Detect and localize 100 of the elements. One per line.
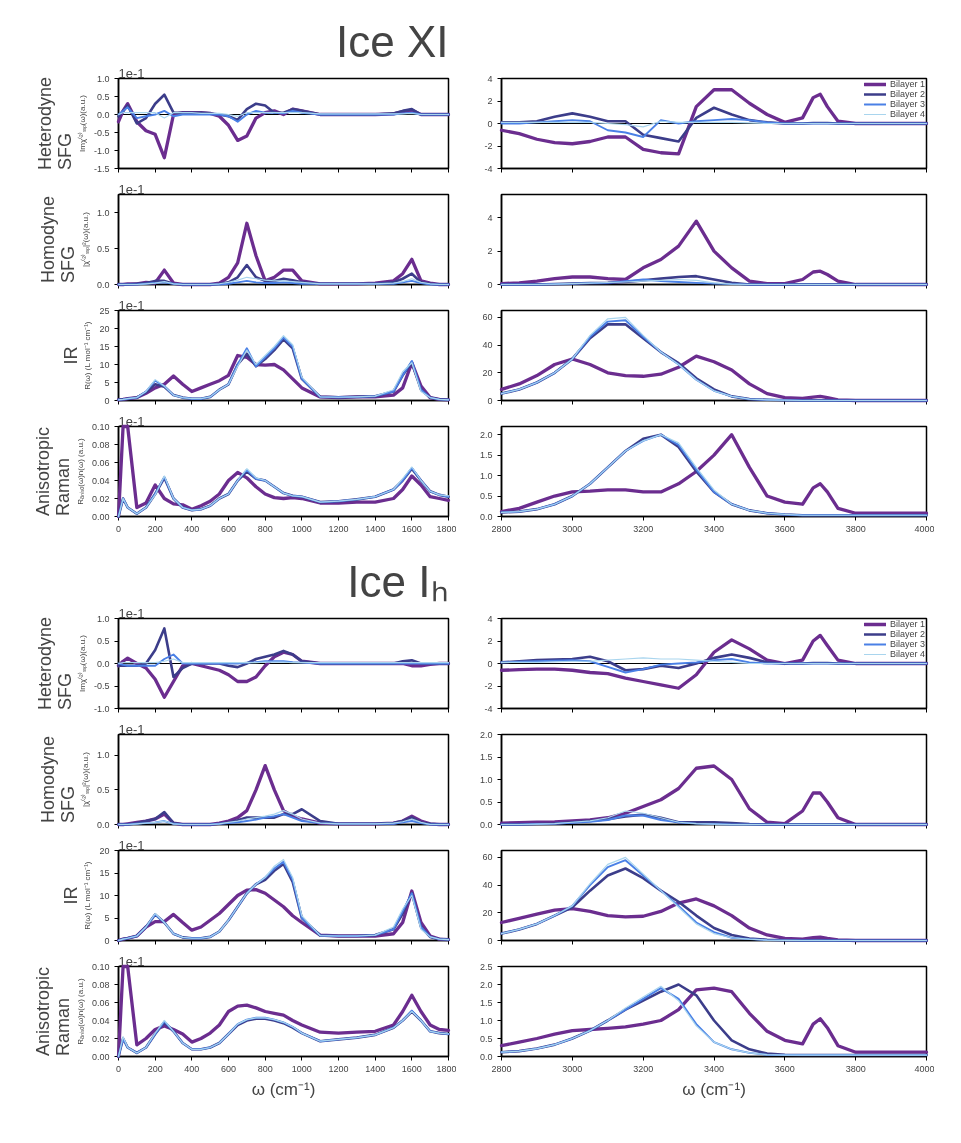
y-tick-label: -2 — [484, 141, 493, 151]
y-tick-label: 0.06 — [91, 997, 110, 1008]
y-tick-label: 0 — [487, 395, 493, 406]
y-tick-label: 0.00 — [91, 1051, 110, 1062]
y-axis-title: R(ω) (L mol⁻¹ cm⁻¹) — [83, 861, 93, 930]
y-tick-label: 5 — [104, 913, 110, 923]
y-tick-label: 60 — [482, 312, 493, 323]
y-tick-label: 2 — [487, 636, 493, 646]
y-axis-title: |χ⁽²⁾ₛₛₚ|²(ω)(a.u.) — [79, 211, 90, 267]
y-axis-title: Rₐₙᵢₛₒ(ω)n(ω) (a.u.) — [75, 437, 85, 505]
legend-label: Bilayer 3 — [889, 639, 925, 649]
y-tick-label: 0.04 — [91, 1015, 110, 1026]
y-tick-label: 0.06 — [91, 457, 110, 468]
y-tick-label: 5 — [104, 377, 110, 388]
y-tick-label: 20 — [482, 367, 493, 378]
y-axis-title: Imχ⁽²⁾ₛₛₚ(ω)(a.u.) — [76, 634, 87, 692]
text: IR — [60, 886, 81, 905]
legend-label: Bilayer 2 — [889, 89, 925, 99]
y-tick-label: 1.0 — [96, 207, 110, 218]
y-tick-label: 40 — [482, 340, 493, 351]
x-tick-label: 4000 — [914, 1063, 935, 1074]
x-tick-label: 2800 — [491, 523, 512, 534]
chart-title: Ice XI — [336, 16, 449, 66]
y-axis-title: Rₐₙᵢₛₒ(ω)n(ω) (a.u.) — [75, 977, 85, 1045]
x-tick-label: 2800 — [491, 1063, 512, 1074]
legend-label: Bilayer 3 — [889, 99, 925, 109]
y-tick-label: 4 — [487, 613, 493, 624]
y-tick-label: -4 — [484, 163, 493, 174]
x-tick-label: 600 — [220, 523, 237, 534]
y-tick-label: 0 — [487, 279, 493, 290]
y-tick-label: 0.0 — [479, 819, 493, 830]
y-tick-label: -2 — [484, 681, 493, 691]
y-tick-label: 2.0 — [479, 429, 493, 440]
x-tick-label: 1600 — [401, 523, 422, 534]
y-axis-title: R(ω) (L mol⁻¹ cm⁻¹) — [83, 321, 93, 390]
x-axis-title: ω (cm⁻¹) — [251, 1079, 316, 1099]
y-tick-label: -0.5 — [93, 127, 110, 138]
y-tick-label: 1.0 — [96, 750, 110, 761]
y-tick-label: 2.5 — [479, 961, 493, 972]
y-tick-label: 2 — [487, 96, 493, 106]
x-tick-label: 800 — [257, 1063, 273, 1074]
y-axis-title: |χ⁽²⁾ₛₛₚ|²(ω)(a.u.) — [79, 751, 90, 807]
y-tick-label: 0.5 — [479, 797, 493, 807]
y-tick-label: 0.10 — [91, 961, 110, 972]
x-tick-label: 400 — [184, 523, 200, 534]
y-tick-label: 1.0 — [479, 774, 493, 785]
x-tick-label: 3200 — [633, 1063, 654, 1074]
annotation: 1e-1 — [118, 722, 145, 737]
y-tick-label: 0 — [104, 395, 110, 406]
y-tick-label: 0.5 — [96, 636, 110, 646]
y-tick-label: 0.0 — [96, 109, 110, 120]
chart-title: Ice Iₕ — [347, 556, 449, 606]
x-tick-label: 1600 — [401, 1063, 422, 1074]
text: Anisotropic Raman — [32, 426, 73, 517]
y-tick-label: 15 — [99, 868, 110, 878]
y-tick-label: 20 — [99, 323, 110, 334]
y-tick-label: 0.0 — [96, 279, 110, 290]
y-tick-label: 0.5 — [96, 91, 110, 102]
y-tick-label: -1.0 — [93, 703, 110, 714]
x-tick-label: 1000 — [291, 523, 312, 534]
y-tick-label: 0.0 — [96, 819, 110, 830]
annotation: 1e-1 — [118, 838, 145, 853]
x-tick-label: 3600 — [774, 1063, 795, 1074]
x-tick-label: 3800 — [845, 523, 866, 534]
y-tick-label: 0.5 — [96, 243, 110, 254]
y-tick-label: 25 — [99, 305, 110, 316]
y-tick-label: -1.5 — [93, 163, 110, 174]
x-axis-title: ω (cm⁻¹) — [682, 1079, 746, 1099]
y-tick-label: 60 — [482, 852, 493, 863]
y-tick-label: 10 — [99, 359, 110, 370]
x-tick-label: 1200 — [328, 523, 349, 534]
y-tick-label: 1.0 — [96, 613, 110, 624]
x-tick-label: 1400 — [365, 1063, 386, 1074]
legend-label: Bilayer 4 — [889, 109, 925, 119]
text: Anisotropic Raman — [32, 966, 73, 1057]
y-tick-label: 20 — [99, 845, 110, 856]
legend-label: Bilayer 1 — [889, 619, 925, 629]
x-tick-label: 400 — [184, 1063, 200, 1074]
x-tick-label: 1200 — [328, 1063, 349, 1074]
text: Heterodyne SFG — [34, 616, 75, 711]
x-tick-label: 3400 — [703, 523, 725, 534]
y-tick-label: -4 — [484, 703, 493, 714]
y-tick-label: 1.5 — [479, 997, 493, 1008]
y-tick-label: 1.5 — [479, 752, 493, 762]
x-tick-label: 4000 — [914, 523, 935, 534]
legend-label: Bilayer 4 — [889, 649, 925, 659]
y-tick-label: 0.02 — [91, 493, 110, 504]
x-tick-label: 1400 — [365, 523, 386, 534]
x-tick-label: 200 — [147, 523, 163, 534]
x-tick-label: 0 — [116, 1063, 122, 1074]
text: Homodyne SFG — [37, 735, 78, 824]
y-tick-label: 4 — [487, 73, 493, 84]
y-tick-label: 2 — [487, 246, 493, 257]
legend-label: Bilayer 1 — [889, 79, 925, 89]
y-tick-label: 1.0 — [96, 73, 110, 84]
x-tick-label: 0 — [116, 523, 122, 534]
x-tick-label: 800 — [257, 523, 273, 534]
y-tick-label: 0.0 — [96, 658, 110, 669]
y-tick-label: 0.00 — [91, 511, 110, 522]
y-tick-label: -1.0 — [93, 145, 110, 156]
